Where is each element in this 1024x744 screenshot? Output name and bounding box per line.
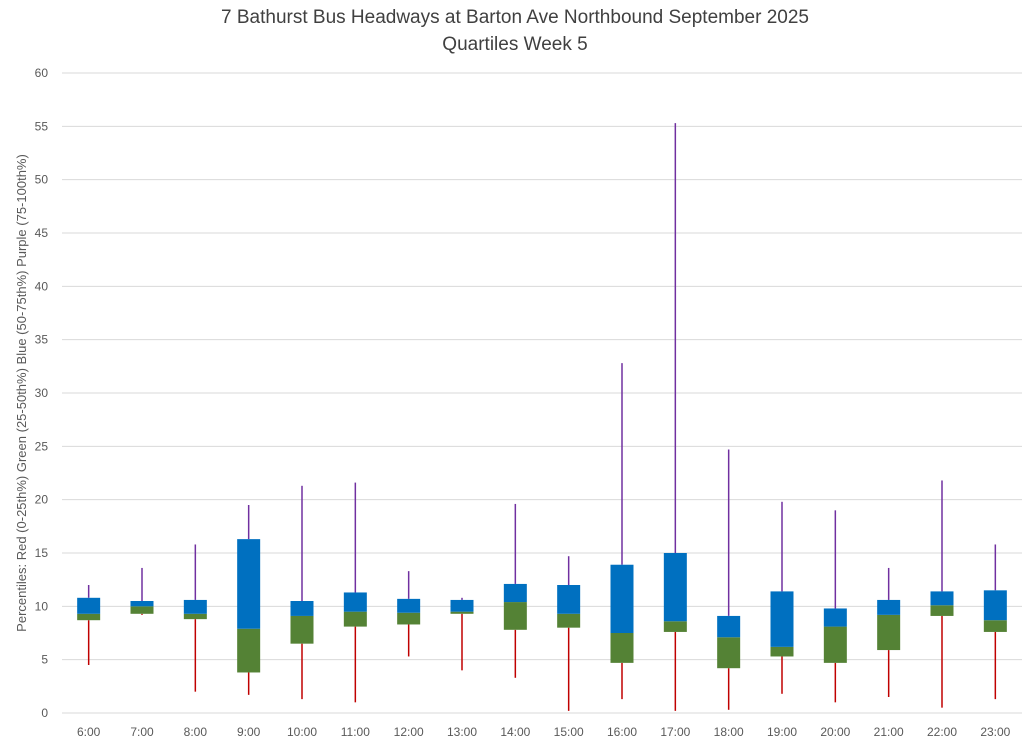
lower-box xyxy=(717,637,741,669)
box-1400 xyxy=(503,503,527,678)
upper-box xyxy=(237,539,261,629)
x-tick-label: 15:00 xyxy=(554,725,584,739)
x-tick-labels: 6:00 7:00 8:00 9:00 10:00 11:00 12:00 13:00 14:0… xyxy=(77,725,1011,739)
chart-title: 7 Bathurst Bus Headways at Barton Ave No… xyxy=(221,7,809,28)
boxes xyxy=(77,123,1007,711)
y-tick-label: 40 xyxy=(35,279,49,293)
x-tick-label: 20:00 xyxy=(820,725,850,739)
box-900 xyxy=(237,505,261,695)
x-tick-label: 17:00 xyxy=(660,725,690,739)
upper-box xyxy=(450,599,474,612)
x-tick-label: 23:00 xyxy=(980,725,1010,739)
x-tick-label: 11:00 xyxy=(341,725,370,739)
y-tick-label: 0 xyxy=(41,706,48,720)
lower-box xyxy=(823,626,847,663)
x-tick-label: 7:00 xyxy=(130,725,154,739)
y-axis-label: Percentiles: Red (0-25th%) Green (25-50t… xyxy=(14,154,29,632)
box-1200 xyxy=(397,571,421,657)
lower-box xyxy=(450,611,474,614)
lower-box xyxy=(503,602,527,630)
chart-subtitle: Quartiles Week 5 xyxy=(442,34,587,55)
lower-box xyxy=(183,613,207,620)
x-tick-label: 9:00 xyxy=(237,725,261,739)
x-tick-label: 21:00 xyxy=(874,725,904,739)
x-tick-label: 14:00 xyxy=(500,725,530,739)
box-1300 xyxy=(450,597,474,671)
x-tick-label: 19:00 xyxy=(767,725,797,739)
box-2100 xyxy=(877,567,901,697)
x-tick-label: 10:00 xyxy=(287,725,317,739)
x-tick-label: 18:00 xyxy=(714,725,744,739)
y-tick-label: 55 xyxy=(35,119,49,133)
box-1900 xyxy=(770,501,794,694)
y-tick-label: 60 xyxy=(35,66,49,80)
lower-box xyxy=(663,621,687,632)
x-tick-label: 22:00 xyxy=(927,725,957,739)
x-tick-label: 6:00 xyxy=(77,725,101,739)
upper-box xyxy=(397,598,421,613)
upper-box xyxy=(130,601,154,607)
upper-box xyxy=(183,599,207,614)
box-1700 xyxy=(663,123,687,711)
lower-box xyxy=(557,613,581,628)
y-tick-label: 5 xyxy=(41,653,48,667)
y-tick-label: 10 xyxy=(35,599,49,613)
upper-box xyxy=(557,585,581,614)
lower-box xyxy=(610,633,634,663)
box-700 xyxy=(130,567,154,615)
box-1800 xyxy=(717,449,741,710)
lower-box xyxy=(77,613,101,621)
x-tick-label: 8:00 xyxy=(184,725,208,739)
upper-box xyxy=(290,601,314,616)
lower-box xyxy=(770,646,794,657)
box-1000 xyxy=(290,485,314,700)
x-tick-label: 13:00 xyxy=(447,725,477,739)
y-tick-labels: 0 5 10 15 20 25 30 35 40 45 50 55 60 xyxy=(35,66,49,720)
upper-box xyxy=(983,590,1007,621)
y-tick-label: 45 xyxy=(35,226,49,240)
lower-box xyxy=(930,605,954,616)
gridlines xyxy=(62,72,1022,714)
box-2300 xyxy=(983,544,1007,700)
upper-box xyxy=(663,553,687,622)
lower-box xyxy=(343,611,367,627)
lower-box xyxy=(237,628,261,673)
box-2200 xyxy=(930,480,954,708)
upper-box xyxy=(503,583,527,603)
lower-box xyxy=(130,606,154,614)
y-tick-label: 35 xyxy=(35,333,49,347)
box-2000 xyxy=(823,510,847,703)
y-tick-label: 15 xyxy=(35,546,49,560)
x-tick-label: 16:00 xyxy=(607,725,637,739)
lower-box xyxy=(877,614,901,651)
upper-box xyxy=(343,592,367,612)
lower-box xyxy=(290,615,314,644)
box-1500 xyxy=(557,556,581,711)
box-1600 xyxy=(610,363,634,700)
upper-box xyxy=(77,597,101,614)
box-600 xyxy=(77,585,101,665)
y-tick-label: 25 xyxy=(35,439,49,453)
y-tick-label: 30 xyxy=(35,386,49,400)
upper-box xyxy=(717,615,741,638)
upper-box xyxy=(930,591,954,606)
box-1100 xyxy=(343,482,367,703)
x-tick-label: 12:00 xyxy=(394,725,424,739)
lower-box xyxy=(397,612,421,625)
upper-box xyxy=(610,564,634,633)
upper-box xyxy=(823,608,847,627)
upper-box xyxy=(770,591,794,647)
y-tick-label: 20 xyxy=(35,493,49,507)
y-tick-label: 50 xyxy=(35,173,49,187)
box-800 xyxy=(183,544,207,692)
lower-box xyxy=(983,620,1007,632)
upper-box xyxy=(877,599,901,615)
